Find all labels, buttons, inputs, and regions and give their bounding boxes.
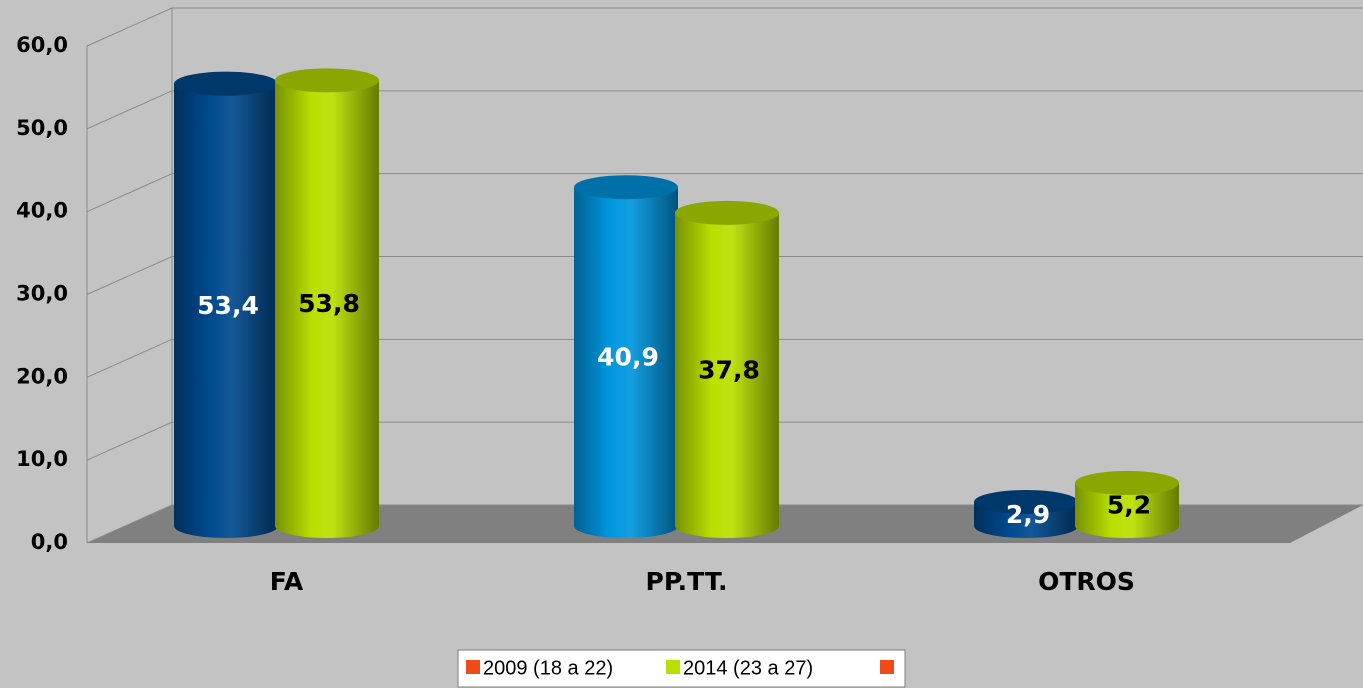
y-tick-label: 10,0: [16, 447, 68, 471]
bar-top: [275, 68, 379, 93]
y-tick-label: 40,0: [16, 199, 68, 223]
data-label: 37,8: [698, 355, 760, 384]
y-tick-label: 60,0: [16, 33, 68, 57]
legend-label: 2009 (18 a 22): [483, 657, 613, 679]
y-tick-label: 0,0: [31, 530, 68, 554]
bar-top: [174, 71, 278, 96]
y-tick-label: 30,0: [16, 282, 68, 306]
legend-swatch: [666, 660, 680, 674]
legend-box: [457, 649, 906, 688]
bar: [275, 80, 379, 539]
data-label: 2,9: [1006, 500, 1050, 529]
grid-line: [86, 7, 1363, 47]
bar: [675, 212, 779, 538]
grid-line: [86, 338, 1363, 378]
bar: [174, 83, 278, 539]
grid-line: [86, 90, 1363, 130]
labels: 0,0 10,0 20,0 30,0 40,0 50,0 60,0 53,4 40,9 2,9 53…: [16, 33, 1151, 596]
data-label: 53,4: [197, 291, 259, 320]
y-tick-label: 20,0: [16, 364, 68, 388]
grid-line: [86, 256, 1363, 295]
bar: [574, 187, 678, 538]
data-label: 40,9: [597, 343, 659, 372]
grid-line: [86, 504, 1363, 544]
x-tick-label: OTROS: [1038, 567, 1135, 596]
bar-top: [974, 489, 1078, 514]
grid-line: [86, 421, 1363, 461]
grid: [86, 7, 1363, 544]
legend-label: 2014 (23 a 27): [683, 657, 813, 679]
legend-swatch: [880, 660, 894, 674]
bar: [1075, 482, 1179, 538]
x-tick-label: FA: [270, 567, 304, 596]
legend: 2009 (18 a 22) 2014 (23 a 27): [466, 657, 813, 679]
data-label: 53,8: [298, 289, 360, 318]
legend-swatch: [466, 660, 480, 674]
y-tick-label: 50,0: [16, 116, 68, 140]
grid-line: [86, 173, 1363, 213]
x-tick-label: PP.TT.: [646, 567, 728, 596]
data-label: 5,2: [1107, 490, 1151, 519]
bars: [174, 68, 1179, 539]
bar-top: [675, 200, 779, 225]
bar-top: [574, 175, 678, 200]
bar-top: [1075, 470, 1179, 495]
